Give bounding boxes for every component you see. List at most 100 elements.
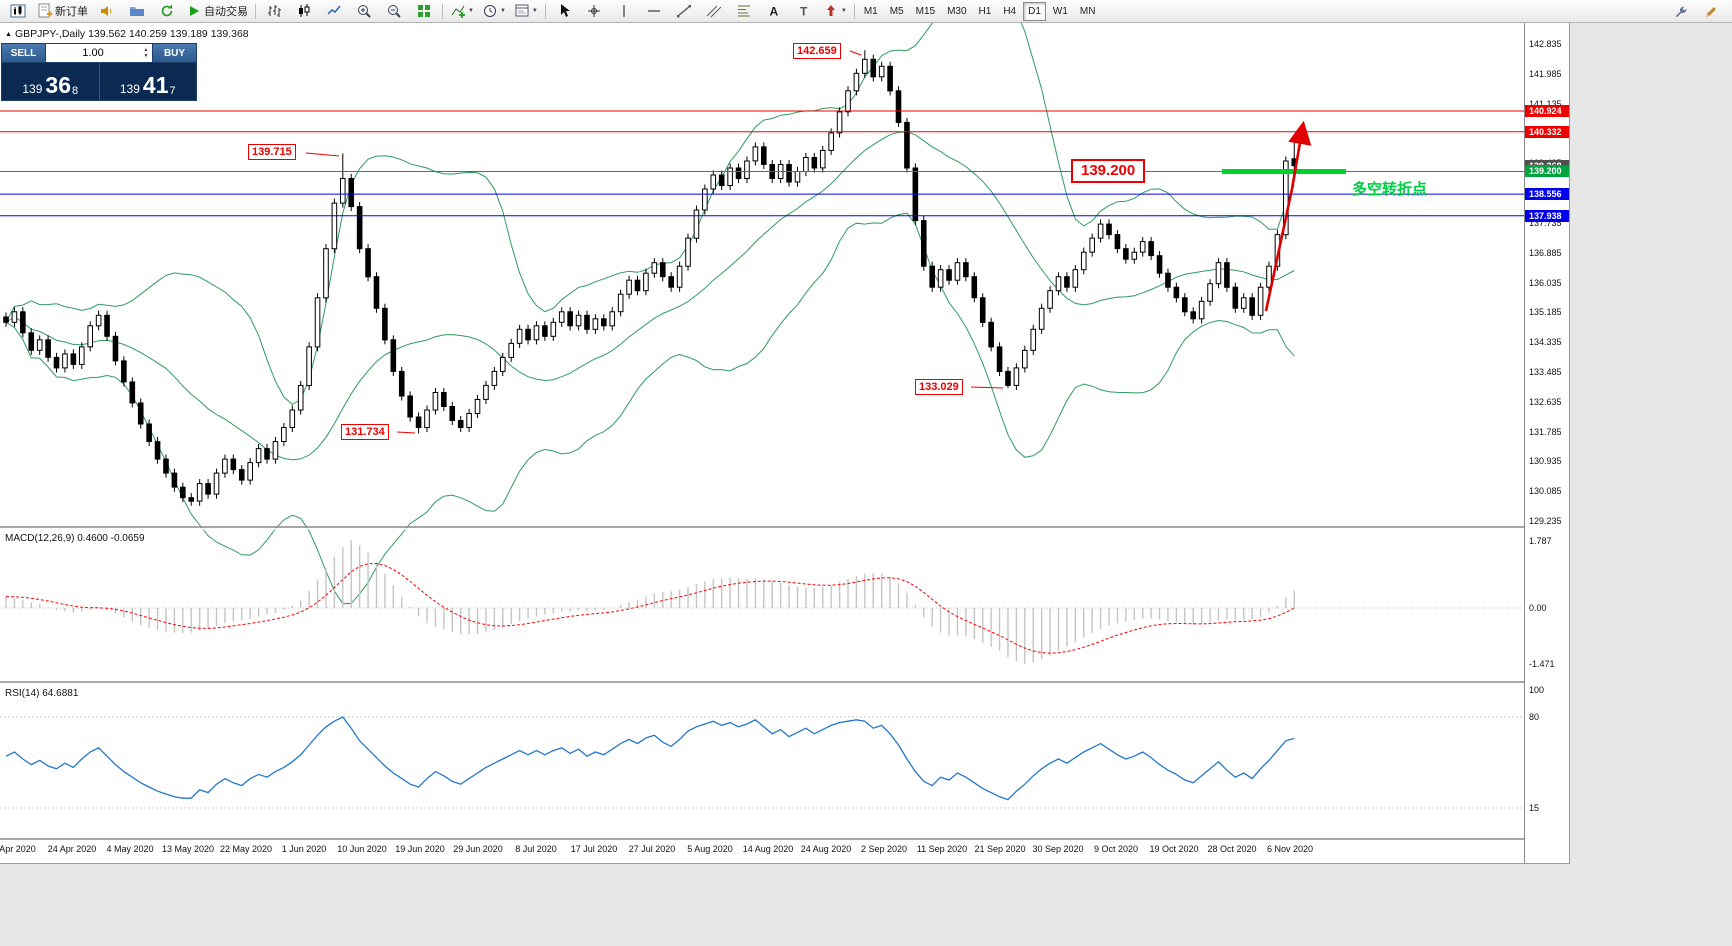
price-callout[interactable]: 131.734: [341, 424, 389, 440]
price-axis-label: 129.235: [1529, 516, 1562, 526]
price-callout[interactable]: 142.659: [793, 43, 841, 59]
autotrading-button[interactable]: 自动交易: [182, 0, 252, 22]
label-icon: T: [800, 5, 808, 19]
fibonacci-icon[interactable]: [729, 0, 759, 22]
periods-icon[interactable]: ▼: [478, 0, 510, 22]
timeframe-h4[interactable]: H4: [1003, 5, 1017, 17]
volume-box: ▲ ▼: [46, 43, 152, 63]
timeframe-w1[interactable]: W1: [1052, 5, 1068, 17]
tile-windows-icon[interactable]: [409, 0, 439, 22]
profiles-icon: [130, 7, 144, 16]
date-axis-label: 24 Aug 2020: [800, 844, 852, 854]
date-axis-label: 17 Jul 2020: [570, 844, 618, 854]
date-axis-label: 11 Sep 2020: [916, 844, 968, 854]
date-axis-label: 8 Jul 2020: [515, 844, 557, 854]
date-axis-label: 1 Jun 2020: [281, 844, 327, 854]
date-axis-label: 5 Aug 2020: [687, 844, 733, 854]
bar-chart-icon[interactable]: [259, 0, 289, 22]
volume-spinner: ▲ ▼: [140, 47, 152, 59]
date-axis-label: 29 Jun 2020: [453, 844, 503, 854]
note-annotation[interactable]: 多空转折点: [1352, 181, 1428, 198]
price-axis-label: 141.135: [1529, 99, 1562, 109]
new-order-button[interactable]: 新订单: [33, 0, 92, 22]
chart-canvas[interactable]: [0, 23, 1569, 863]
toolbar: 新订单 自动交易 ▼ ▼ ▼ A T ▼ M1 M5 M15 M30 H1 H4 D1 W1 MN: [0, 0, 1732, 23]
channel-icon[interactable]: [699, 0, 729, 22]
timeframe-m1[interactable]: M1: [863, 5, 878, 17]
timeframe-mn[interactable]: MN: [1079, 5, 1096, 17]
sell-price[interactable]: 139 36 8: [2, 63, 100, 100]
spinner-down-icon[interactable]: ▼: [143, 53, 149, 59]
volume-input[interactable]: [46, 46, 140, 60]
text-label-icon[interactable]: T: [789, 0, 819, 22]
alerts-icon[interactable]: [92, 0, 122, 22]
trendline-icon[interactable]: [669, 0, 699, 22]
price-callout[interactable]: 133.029: [915, 379, 963, 395]
trend-arrow-annotation[interactable]: [1264, 120, 1312, 312]
sell-button[interactable]: SELL: [1, 43, 46, 63]
rsi-line: [5, 716, 1295, 801]
new-chart-icon[interactable]: [3, 0, 33, 22]
price-axis-label: 130.085: [1529, 486, 1562, 496]
line-icon: [327, 5, 341, 15]
vertical-line-icon[interactable]: [609, 0, 639, 22]
templates-icon[interactable]: ▼: [510, 0, 542, 22]
timeframe-m5[interactable]: M5: [889, 5, 904, 17]
bollinger-band-line: [5, 131, 1295, 461]
collapse-triangle-icon[interactable]: ▲: [5, 31, 12, 38]
level-price-chip: 139.200: [1525, 165, 1569, 177]
refresh-icon[interactable]: [152, 0, 182, 22]
rsi-axis-label: 80: [1529, 712, 1540, 722]
svg-text:T: T: [800, 5, 808, 19]
bollinger-band-line: [5, 23, 1295, 406]
fibo-icon: [737, 5, 750, 17]
line-chart-icon[interactable]: [319, 0, 349, 22]
profiles-icon[interactable]: [122, 0, 152, 22]
price-callout[interactable]: 139.200: [1071, 159, 1146, 183]
workspace: ▲ GBPJPY-,Daily 139.562 140.259 139.189 1…: [0, 23, 1732, 946]
price-axis-label: 142.835: [1529, 39, 1562, 49]
timeframe-h1[interactable]: H1: [978, 5, 992, 17]
date-axis-label: 27 Jul 2020: [628, 844, 676, 854]
pencil-icon: [1706, 7, 1716, 17]
macd-axis-label: -1.471: [1529, 659, 1555, 669]
timeframe-d1[interactable]: D1: [1023, 1, 1046, 21]
refresh-icon: [161, 4, 173, 17]
text-icon[interactable]: A: [759, 0, 789, 22]
timeframe-m15[interactable]: M15: [915, 5, 936, 17]
indicators-icon: [451, 5, 465, 18]
edit-pencil-icon[interactable]: [1696, 1, 1726, 23]
date-axis-label: 6 Nov 2020: [1266, 844, 1314, 854]
crosshair-icon[interactable]: [579, 0, 609, 22]
date-axis-label: 21 Sep 2020: [974, 844, 1026, 854]
macd-axis-label: 1.787: [1529, 536, 1552, 546]
toolbar-separator: [255, 3, 256, 19]
zoom-out-icon[interactable]: [379, 0, 409, 22]
bollinger-band-line: [5, 212, 1295, 605]
buy-price[interactable]: 139 41 7: [119, 72, 176, 98]
macd-axis-label: 0.00: [1529, 603, 1547, 613]
arrows-icon[interactable]: ▼: [819, 0, 851, 22]
zoom-out-icon: [388, 5, 401, 18]
spinner-up-icon[interactable]: ▲: [143, 47, 149, 53]
buy-button[interactable]: BUY: [152, 43, 197, 63]
crosshair-icon: [587, 5, 600, 17]
tools-wrench-icon[interactable]: [1666, 1, 1696, 23]
cursor-icon[interactable]: [549, 0, 579, 22]
date-axis-label: 13 May 2020: [161, 844, 215, 854]
candles-icon: [299, 4, 310, 17]
zoom-in-icon[interactable]: [349, 0, 379, 22]
horizontal-line-icon[interactable]: [639, 0, 669, 22]
timeframe-m30[interactable]: M30: [947, 5, 967, 17]
hline-icon: [647, 10, 660, 12]
rsi-axis-label: 15: [1529, 803, 1540, 813]
green-segment-annotation[interactable]: [1222, 169, 1346, 174]
date-axis-label: 22 May 2020: [219, 844, 273, 854]
date-axis-label: 9 Oct 2020: [1093, 844, 1139, 854]
vline-icon: [623, 5, 625, 17]
price-callout[interactable]: 139.715: [248, 144, 296, 160]
candlestick-chart-icon[interactable]: [289, 0, 319, 22]
add-indicator-icon[interactable]: ▼: [446, 0, 478, 22]
